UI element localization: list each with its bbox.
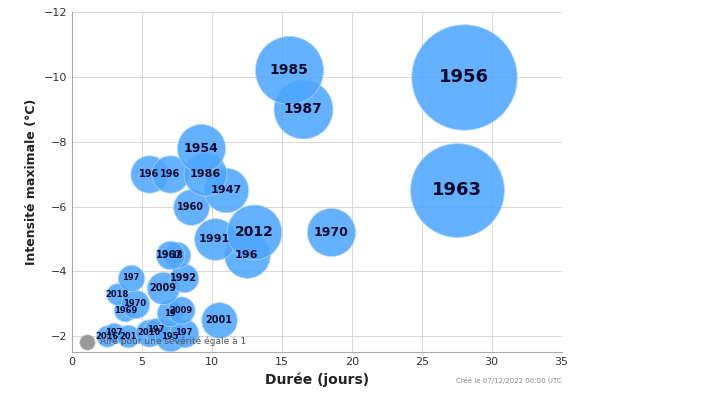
Text: 1963: 1963 (432, 181, 482, 199)
Point (171, 252, 183, 258)
Text: 18: 18 (171, 251, 183, 260)
Text: METEO: METEO (611, 78, 660, 91)
Text: 1970: 1970 (313, 226, 348, 239)
Point (164, 333, 176, 339)
Point (297, 106, 309, 113)
Text: 1970: 1970 (123, 299, 146, 308)
Point (458, 74, 469, 80)
Point (220, 187, 232, 194)
Text: 1969: 1969 (114, 306, 137, 315)
Point (122, 333, 134, 339)
Text: 201: 201 (120, 332, 137, 341)
Text: 196: 196 (235, 250, 258, 260)
Text: 1987: 1987 (284, 102, 322, 116)
Point (213, 317, 225, 323)
Point (164, 171, 176, 177)
Text: 1954: 1954 (184, 142, 218, 155)
Text: 196: 196 (139, 169, 159, 179)
Text: 197: 197 (105, 328, 122, 337)
Text: 2010: 2010 (138, 328, 161, 337)
X-axis label: Durée (jours): Durée (jours) (265, 373, 369, 387)
Point (108, 330, 120, 336)
Text: 1947: 1947 (210, 185, 241, 195)
Point (164, 310, 176, 317)
Text: 195: 195 (161, 332, 179, 341)
Point (178, 275, 189, 281)
Point (178, 330, 189, 336)
Point (125, 275, 137, 281)
Y-axis label: Intensité maximale (°C): Intensité maximale (°C) (25, 99, 38, 265)
Text: 1956: 1956 (438, 68, 489, 86)
Point (241, 252, 253, 258)
Point (209, 236, 220, 242)
Text: 1967: 1967 (156, 250, 184, 260)
Point (157, 284, 168, 291)
Point (111, 291, 122, 297)
Point (185, 203, 197, 210)
Point (248, 229, 260, 236)
Text: 196: 196 (160, 169, 180, 179)
Legend: Aire pour une sévérité égale à 1: Aire pour une sévérité égale à 1 (76, 335, 248, 348)
Point (143, 330, 155, 336)
Text: Créé le 07/12/2022 00:00 UTC: Créé le 07/12/2022 00:00 UTC (456, 377, 562, 384)
Text: 197: 197 (148, 325, 165, 334)
Text: 197: 197 (122, 273, 140, 282)
Point (195, 145, 207, 151)
Point (176, 307, 187, 313)
Point (283, 67, 294, 74)
Text: 2018: 2018 (105, 290, 128, 298)
Point (164, 252, 176, 258)
Point (120, 307, 131, 313)
Text: 2001: 2001 (205, 315, 233, 325)
Text: 2012: 2012 (235, 226, 274, 239)
Point (102, 333, 113, 339)
Text: 2009: 2009 (150, 283, 176, 292)
Point (143, 171, 155, 177)
Text: 1991: 1991 (199, 234, 230, 244)
Point (150, 326, 162, 333)
Text: 197: 197 (175, 328, 192, 337)
Text: 19: 19 (164, 309, 176, 318)
Text: 1985: 1985 (269, 64, 308, 77)
Text: 1960: 1960 (177, 202, 204, 211)
Point (129, 301, 140, 307)
Text: 1992: 1992 (171, 273, 197, 283)
Text: 1986: 1986 (189, 169, 220, 179)
Text: 2016: 2016 (95, 332, 119, 341)
Text: FRANCE: FRANCE (608, 105, 663, 118)
Point (199, 171, 211, 177)
Text: 2009: 2009 (169, 306, 193, 315)
Point (325, 229, 336, 236)
Point (451, 187, 462, 194)
